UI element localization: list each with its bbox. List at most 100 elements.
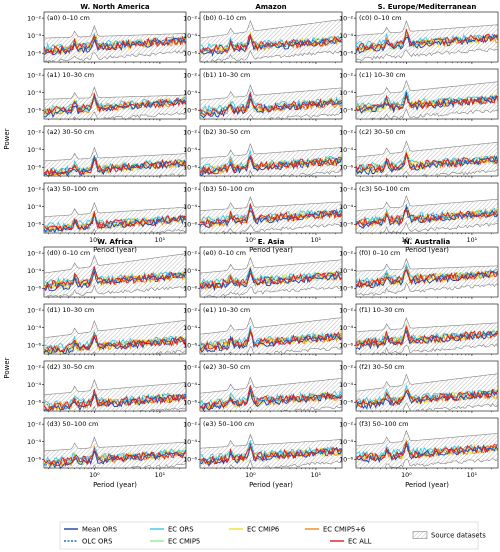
panel-label: (b2) 30–50 cm (203, 128, 250, 136)
y-tick-label: 10⁻⁶ (339, 108, 353, 115)
source-upper-line (356, 140, 498, 158)
series-mean-ors (356, 153, 498, 175)
series-olc-ors (356, 442, 498, 461)
panel-c2: 10⁻² 10⁻⁴ 10⁻⁶ (c2) 30–50 cm (339, 125, 499, 178)
panel-f0: 10⁻² 10⁻⁴ 10⁻⁶ (f0) 0–10 cm N. Australia (339, 238, 499, 299)
source-lower-line (356, 222, 498, 233)
panel-e3: 10⁻² 10⁻⁴ 10⁻⁶ 10⁰ 10¹ (e3) 50–100 cm (183, 417, 343, 479)
source-lower-line (44, 284, 186, 297)
y-tick-label: 10⁻² (183, 72, 197, 79)
series-olc-ors (44, 156, 186, 176)
source-upper-line (200, 376, 342, 394)
series-ec-all (44, 158, 186, 176)
series-ec-all (44, 93, 186, 115)
panel-label: (c0) 0–10 cm (359, 14, 401, 22)
panel-a2: 10⁻² 10⁻⁴ 10⁻⁶ (a2) 30–50 cm (27, 125, 187, 178)
legend-item-olc-ors: OLC ORS (64, 537, 112, 545)
source-upper-line (44, 86, 186, 100)
y-tick-label: 10⁻² (27, 15, 41, 22)
y-tick-label: 10⁻² (27, 72, 41, 79)
source-lower-line (200, 345, 342, 354)
y-tick-label: 10⁻⁶ (339, 51, 353, 58)
y-tick-label: 10⁻⁴ (183, 325, 197, 332)
source-lower-line (356, 402, 498, 411)
legend-frame (59, 521, 479, 550)
series-olc-ors (44, 36, 186, 54)
x-tick-label: 10¹ (155, 472, 166, 479)
y-tick-label: 10⁻⁶ (27, 222, 41, 229)
panel-b2: 10⁻² 10⁻⁴ 10⁻⁶ (b2) 30–50 cm (183, 125, 343, 178)
panel-d2: 10⁻² 10⁻⁴ 10⁻⁶ (d2) 30–50 cm (27, 360, 187, 413)
y-tick-label: 10⁻⁶ (339, 457, 353, 464)
source-upper-line (200, 316, 342, 335)
panel-e2: 10⁻² 10⁻⁴ 10⁻⁶ (e2) 30–50 cm (183, 360, 343, 413)
source-lower-line (200, 284, 342, 297)
panel-label: (e2) 30–50 cm (203, 363, 250, 371)
series-olc-ors (356, 93, 498, 112)
panel-c0: 10⁻² 10⁻⁴ 10⁻⁶ (c0) 0–10 cm S. Europe/Medite… (339, 3, 499, 64)
panel-b3: 10⁻² 10⁻⁴ 10⁻⁶ 10⁰ 10¹ (b3) 50–100 cm (183, 182, 343, 244)
source-upper-line (356, 195, 498, 211)
source-upper-line (356, 20, 498, 36)
panel-f2: 10⁻² 10⁻⁴ 10⁻⁶ (f2) 30–50 cm (339, 360, 499, 413)
source-upper-line (356, 257, 498, 272)
panel-label: (d2) 30–50 cm (47, 363, 94, 371)
series-ec-cmip6 (356, 90, 498, 114)
series-ec-all (356, 268, 498, 289)
y-tick-label: 10⁻⁶ (27, 108, 41, 115)
legend-label: Mean ORS (82, 525, 117, 533)
source-upper-line (44, 201, 186, 218)
series-olc-ors (200, 34, 342, 54)
legend-item-ec-all: EC ALL (330, 537, 372, 545)
panel-label: (a3) 50–100 cm (47, 185, 98, 193)
series-ec-all (356, 153, 498, 173)
legend-label: EC CMIP5 (168, 537, 200, 545)
source-upper-line (356, 79, 498, 97)
panel-label: (b0) 0–10 cm (203, 14, 246, 22)
y-tick-label: 10⁻⁶ (183, 51, 197, 58)
series-ec-all (200, 33, 342, 54)
panel-label: (f2) 30–50 cm (359, 363, 404, 371)
region-title: E. Asia (258, 238, 285, 246)
x-tick-label: 10¹ (311, 472, 322, 479)
source-upper-line (44, 319, 186, 339)
y-tick-label: 10⁻⁴ (27, 268, 41, 275)
source-lower-line (200, 50, 342, 62)
panel-f1: 10⁻² 10⁻⁴ 10⁻⁶ (f1) 10–30 cm (339, 303, 499, 356)
source-lower-line (44, 49, 186, 62)
series-ec-ors (44, 390, 186, 407)
x-tick-label: 10¹ (467, 237, 478, 244)
panel-label: (b3) 50–100 cm (203, 185, 254, 193)
y-tick-label: 10⁻⁴ (27, 33, 41, 40)
series-ec-all (200, 384, 342, 410)
y-tick-label: 10⁻⁴ (339, 268, 353, 275)
panel-c3: 10⁻² 10⁻⁴ 10⁻⁶ 10⁰ 10¹ (c3) 50–100 cm (339, 182, 499, 244)
panel-label: (a2) 30–50 cm (47, 128, 94, 136)
panel-d1: 10⁻² 10⁻⁴ 10⁻⁶ (d1) 10–30 cm (27, 303, 187, 356)
source-lower-line (44, 349, 186, 354)
source-lower-line (200, 169, 342, 176)
y-tick-label: 10⁻² (183, 250, 197, 257)
region-title: N. Australia (404, 238, 451, 246)
series-mean-ors (44, 94, 186, 119)
series-olc-ors (44, 392, 186, 409)
panel-d0: 10⁻² 10⁻⁴ 10⁻⁶ (d0) 0–10 cm W. Africa (27, 238, 187, 299)
y-tick-label: 10⁻⁴ (27, 147, 41, 154)
x-axis-label: Period (year) (93, 481, 137, 489)
source-datasets-band (200, 19, 342, 62)
panel-f3: 10⁻² 10⁻⁴ 10⁻⁶ 10⁰ 10¹ (f3) 50–100 cm (339, 417, 499, 479)
source-lower-line (44, 173, 186, 176)
source-lower-line (356, 282, 498, 297)
source-upper-line (44, 253, 186, 274)
y-tick-label: 10⁻⁶ (339, 222, 353, 229)
series-olc-ors (200, 330, 342, 350)
y-tick-label: 10⁻⁴ (339, 382, 353, 389)
region-title: S. Europe/Mediterranean (378, 3, 477, 11)
y-tick-label: 10⁻⁴ (183, 439, 197, 446)
legend-label: OLC ORS (82, 537, 112, 545)
series-ec-all (200, 445, 342, 466)
x-tick-label: 10⁰ (245, 472, 256, 479)
panel-label: (e0) 0–10 cm (203, 249, 246, 257)
y-tick-label: 10⁻² (339, 421, 353, 428)
